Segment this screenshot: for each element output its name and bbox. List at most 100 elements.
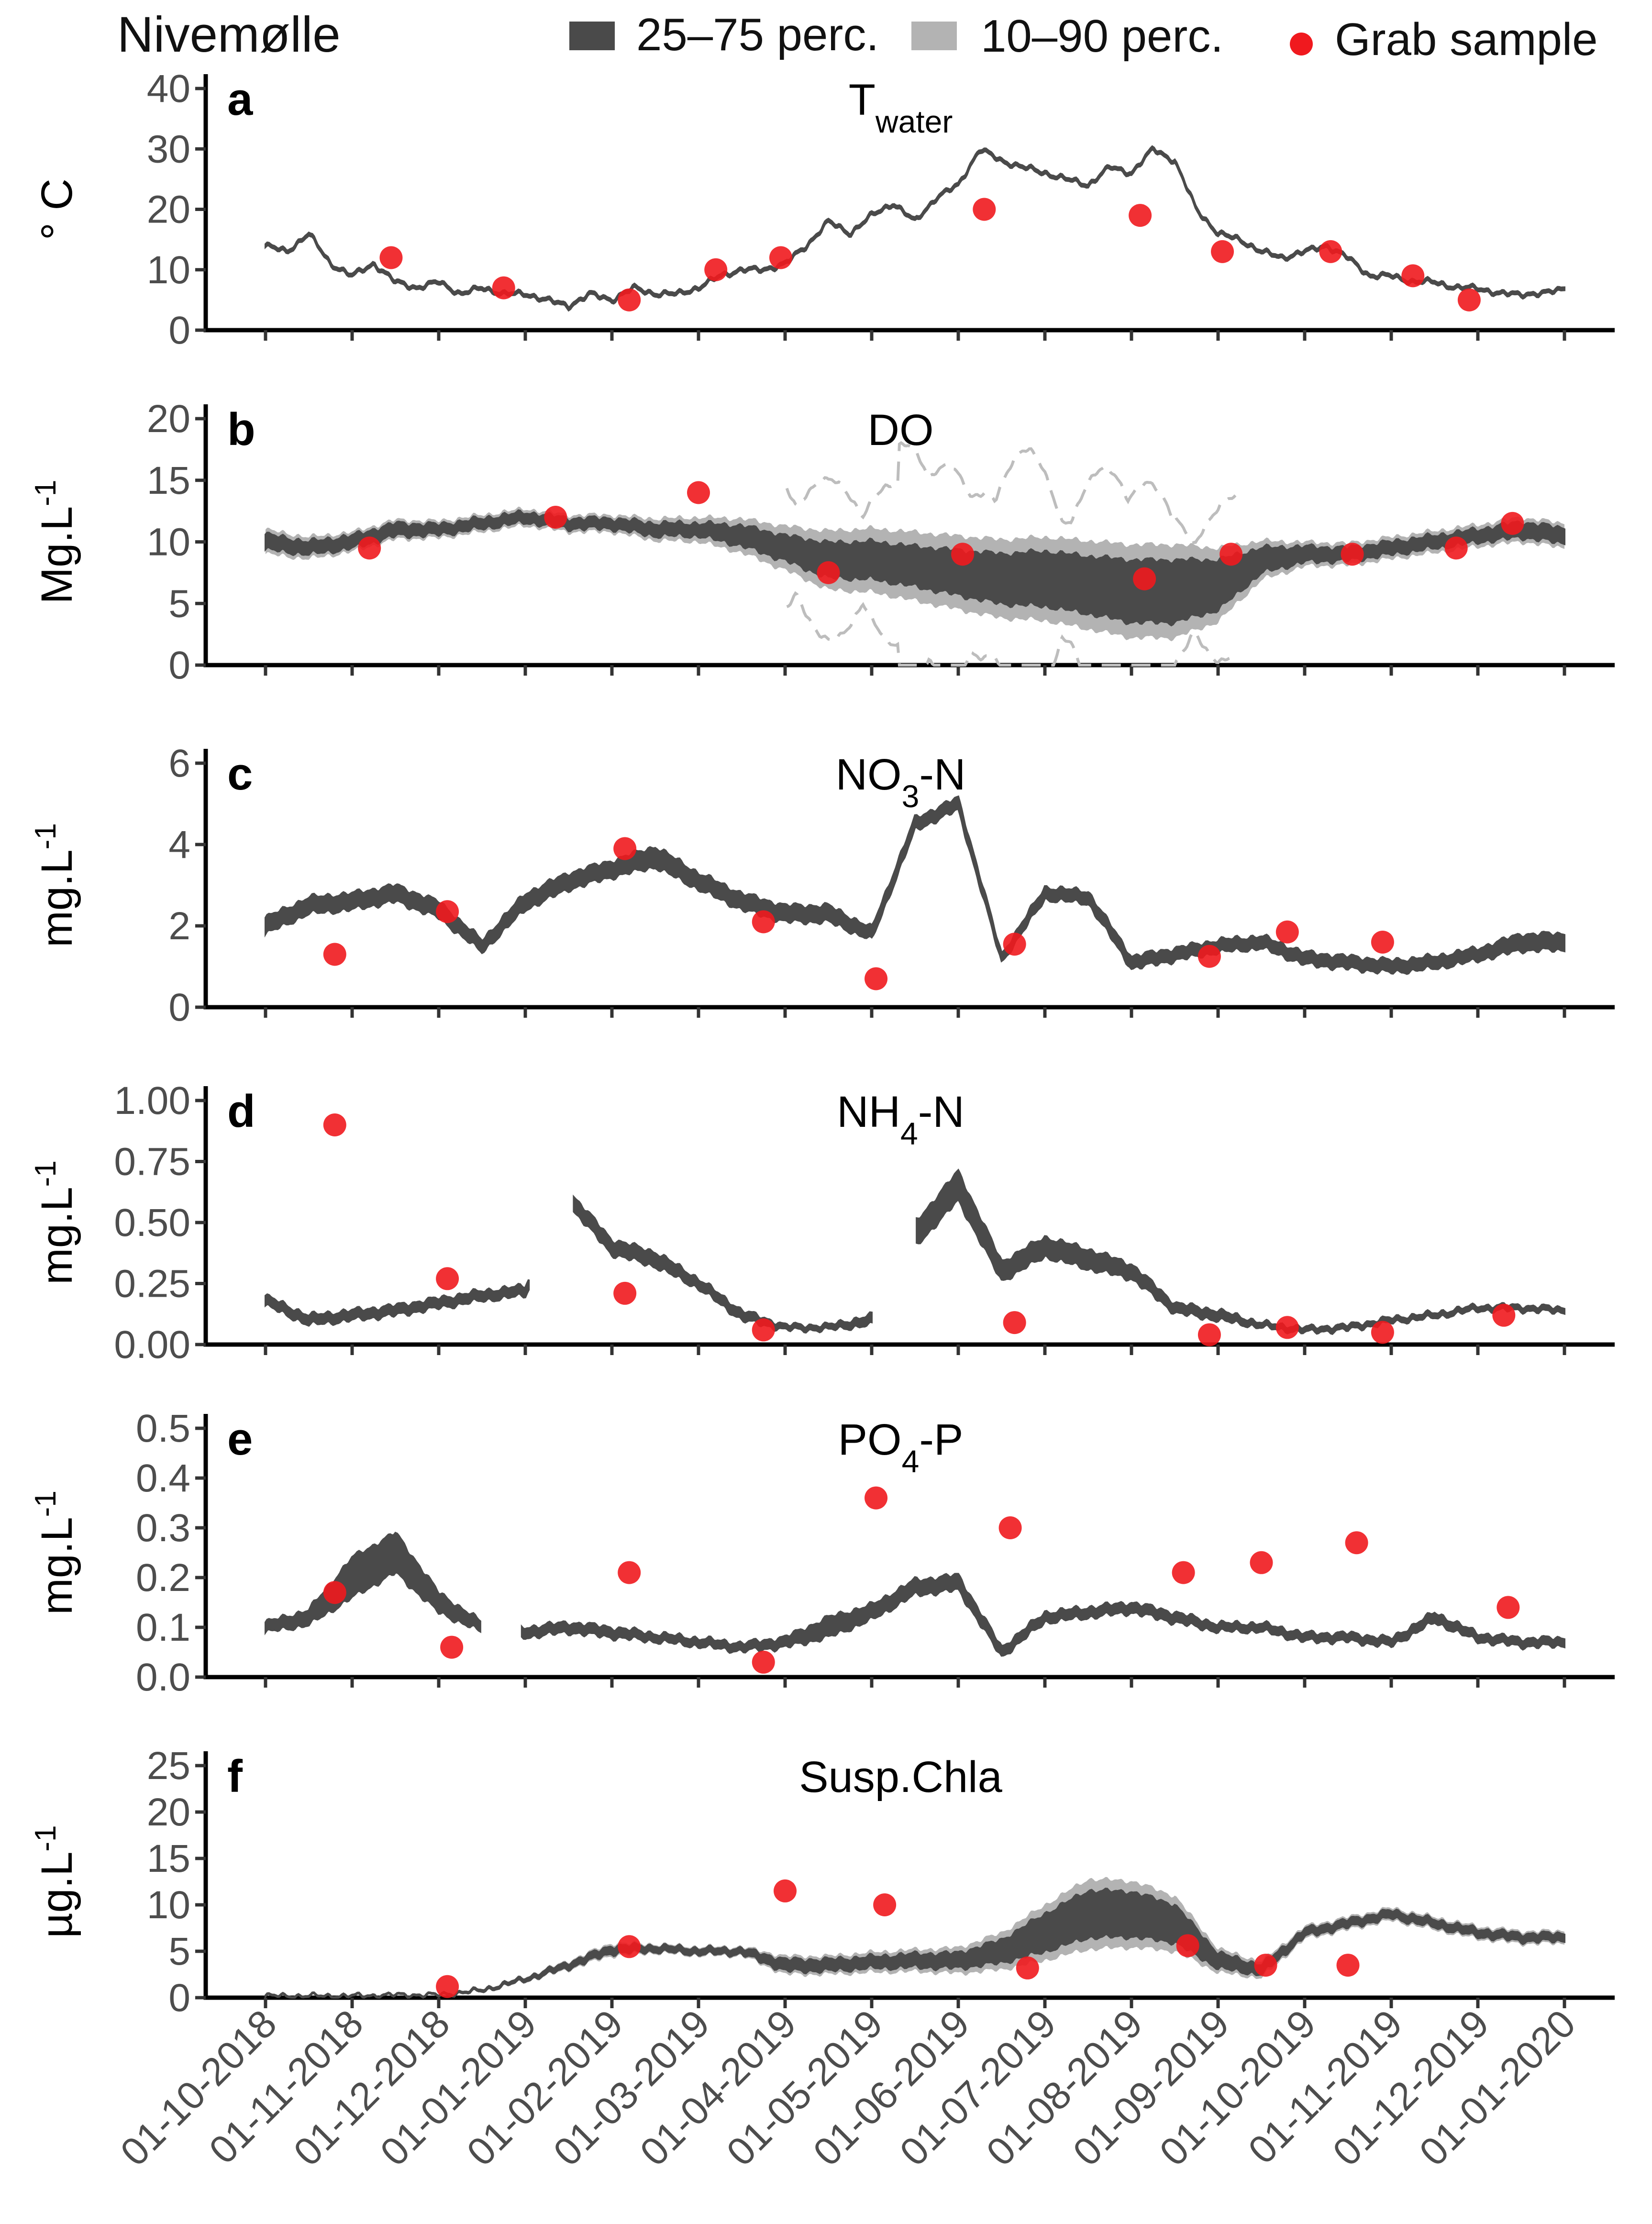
grab-sample-point [752,910,775,934]
grab-sample-point [865,967,888,990]
grab-sample-point [687,481,710,504]
grab-sample-point [618,288,641,311]
legend-p1090-label: 10–90 perc. [981,11,1223,62]
ytick-label: 2 [168,904,190,948]
y-axis-label: ° C [33,178,81,240]
grab-sample-point [436,1975,459,1998]
grab-sample-point [1172,1561,1195,1584]
grab-sample-point [1401,264,1425,288]
grab-sample-point [1176,1934,1199,1957]
panel-letter: a [227,74,253,125]
grab-sample-point [1003,1311,1026,1334]
grab-sample-point [1197,1323,1221,1346]
ytick-label: 0.00 [114,1323,190,1367]
ytick-label: 10 [147,521,190,564]
ytick-label: 4 [168,823,190,867]
grab-sample-point [613,837,637,860]
panel-title: NH4-N [837,1088,965,1151]
ytick-label: 0.5 [136,1407,190,1450]
legend-grab-label: Grab sample [1335,14,1598,65]
grab-sample-point [865,1486,888,1510]
panel-title: NO3-N [836,750,966,814]
y-axis-label: mg.L-1 [29,823,82,947]
series-band-25-75 [265,1279,530,1327]
series-band-25-75 [265,509,1565,627]
ytick-label: 0 [168,1976,190,2020]
panel-title: Susp.Chla [799,1753,1002,1801]
grab-sample-point [1275,1316,1299,1339]
ytick-label: 40 [147,67,190,111]
grab-sample-point [1211,240,1234,263]
series-band-25-75 [265,1532,481,1635]
panel-a: 0 10 20 30 40 a Twater ° C [33,67,1615,352]
ytick-label: 15 [147,459,190,502]
ytick-label: 5 [168,1930,190,1973]
ytick-label: 0.0 [136,1656,190,1699]
legend-iqr-swatch [569,22,615,50]
grab-sample-point [1275,920,1299,944]
ytick-label: 0 [168,644,190,687]
ytick-label: 0.2 [136,1556,190,1600]
grab-sample-point [704,258,728,281]
grab-sample-point [1133,567,1156,590]
grab-sample-point [752,1318,775,1342]
grab-sample-point [618,1935,641,1958]
panel-letter: d [227,1086,255,1137]
grab-sample-point [358,536,381,560]
grab-sample-point [544,506,567,529]
panel-letter: f [227,1751,243,1802]
grab-sample-point [613,1281,637,1305]
ytick-label: 10 [147,248,190,292]
grab-sample-point [1444,536,1468,560]
panel-d: 0.00 0.25 0.50 0.75 1.00 d NH4-N mg.L-1 [29,1079,1615,1367]
ytick-label: 20 [147,397,190,441]
grab-sample-point [752,1650,775,1674]
ytick-label: 5 [168,582,190,625]
y-axis-label: µg.L-1 [29,1825,82,1938]
grab-sample-point [1371,1321,1394,1344]
grab-sample-point [1250,1551,1273,1574]
grab-sample-point [1220,543,1243,566]
panel-e: 0.0 0.1 0.2 0.3 0.4 0.5 e PO4-P mg.L-1 [29,1407,1615,1699]
ytick-label: 0.25 [114,1262,190,1306]
ytick-label: 10 [147,1883,190,1927]
ytick-label: 0.50 [114,1201,190,1245]
grab-sample-point [1457,288,1481,311]
legend-p1090-swatch [911,22,957,50]
grab-sample-point [323,1581,346,1604]
ytick-label: 15 [147,1837,190,1880]
ytick-label: 20 [147,188,190,232]
ytick-label: 30 [147,127,190,171]
panel-c: 0 2 4 6 c NO3-N mg.L-1 [29,742,1615,1029]
ytick-label: 0.1 [136,1606,190,1649]
ytick-label: 1.00 [114,1079,190,1123]
grab-sample-point [1336,1954,1360,1977]
grab-sample-point [1492,1303,1516,1327]
grab-sample-point [1341,543,1364,566]
grab-sample-point [323,1113,346,1136]
series-band-25-75 [265,145,1565,312]
grab-sample-point [1129,204,1152,227]
grab-sample-point [774,1879,797,1902]
grab-sample-point [817,561,840,584]
series-dashed-upper [785,441,1237,545]
panel-letter: b [227,404,255,455]
ytick-label: 20 [147,1790,190,1834]
grab-sample-point [1501,512,1524,535]
grab-sample-point [436,900,459,923]
grab-sample-point [440,1635,464,1659]
legend-grab-dot [1290,33,1313,56]
ytick-label: 0.75 [114,1140,190,1184]
panel-title: Twater [849,76,953,139]
grab-sample-point [492,276,515,300]
grab-sample-point [998,1516,1022,1539]
series-dashed-lower [786,591,1237,667]
grab-sample-point [973,198,996,221]
grab-sample-point [1016,1956,1039,1979]
x-axis: 01-10-201801-11-201801-12-201801-01-2019… [112,2002,1584,2174]
ytick-label: 0 [168,986,190,1029]
grab-sample-point [951,543,975,566]
series-band-10-90 [266,1877,1564,1998]
grab-sample-point [1497,1596,1520,1619]
